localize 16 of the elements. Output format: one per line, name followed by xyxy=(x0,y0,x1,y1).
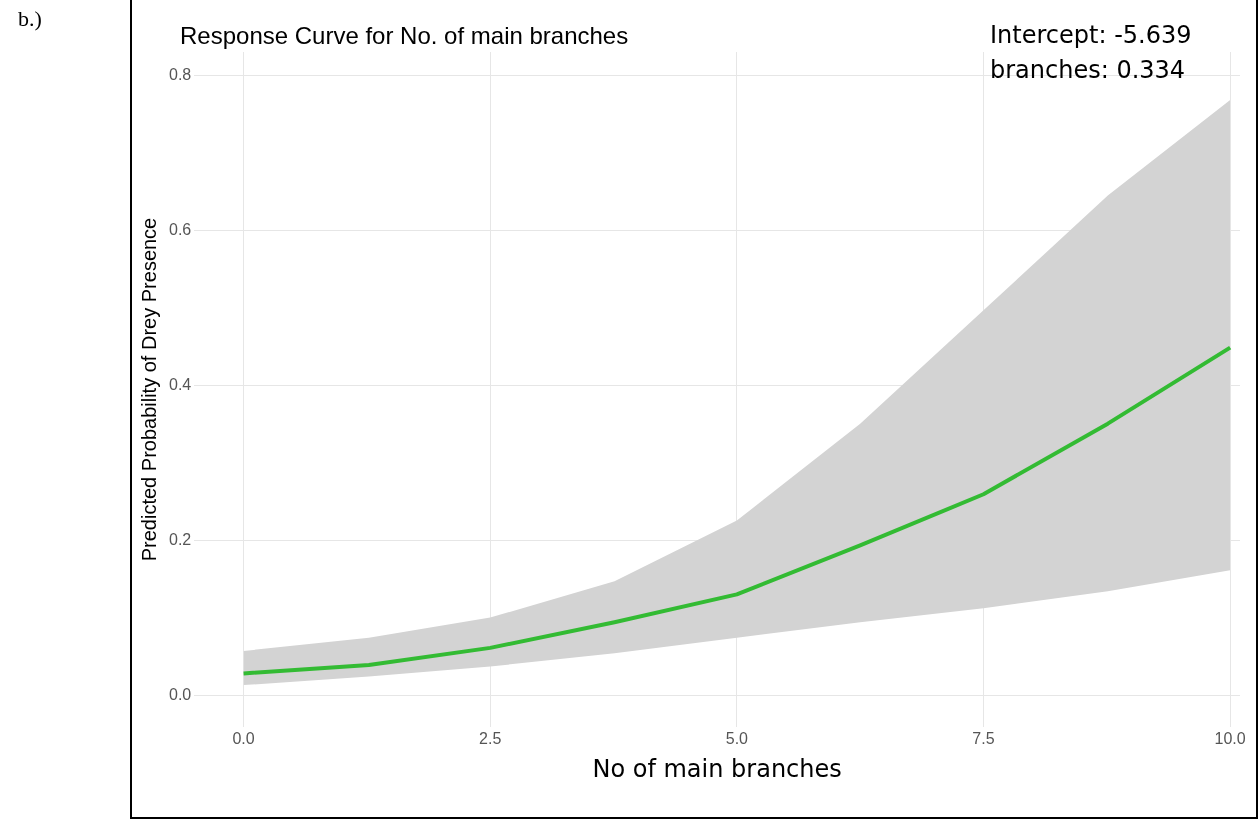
text: Intercept: -5.639 xyxy=(990,21,1192,49)
y-axis-title: Predicted Probability of Drey Presence xyxy=(137,217,160,562)
x-tick-label: 2.5 xyxy=(479,730,502,748)
x-axis-title: No of main branches xyxy=(592,754,842,783)
chart-title: Response Curve for No. of main branches xyxy=(180,22,629,50)
y-tick-label: 0.6 xyxy=(168,220,192,238)
y-tick-label: 0.2 xyxy=(168,531,192,549)
x-tick-label: 5.0 xyxy=(725,730,749,748)
annotation: branches: 0.334 xyxy=(990,56,1186,84)
x-tick-label: 7.5 xyxy=(972,730,995,748)
x-tick-label: 10.0 xyxy=(1214,730,1246,748)
x-tick-label: 0.0 xyxy=(232,730,255,748)
text: b.) xyxy=(18,6,42,32)
y-tick-label: 0.4 xyxy=(168,376,192,394)
y-tick-label: 0.8 xyxy=(168,65,192,83)
y-tick-label: 0.0 xyxy=(168,686,192,704)
